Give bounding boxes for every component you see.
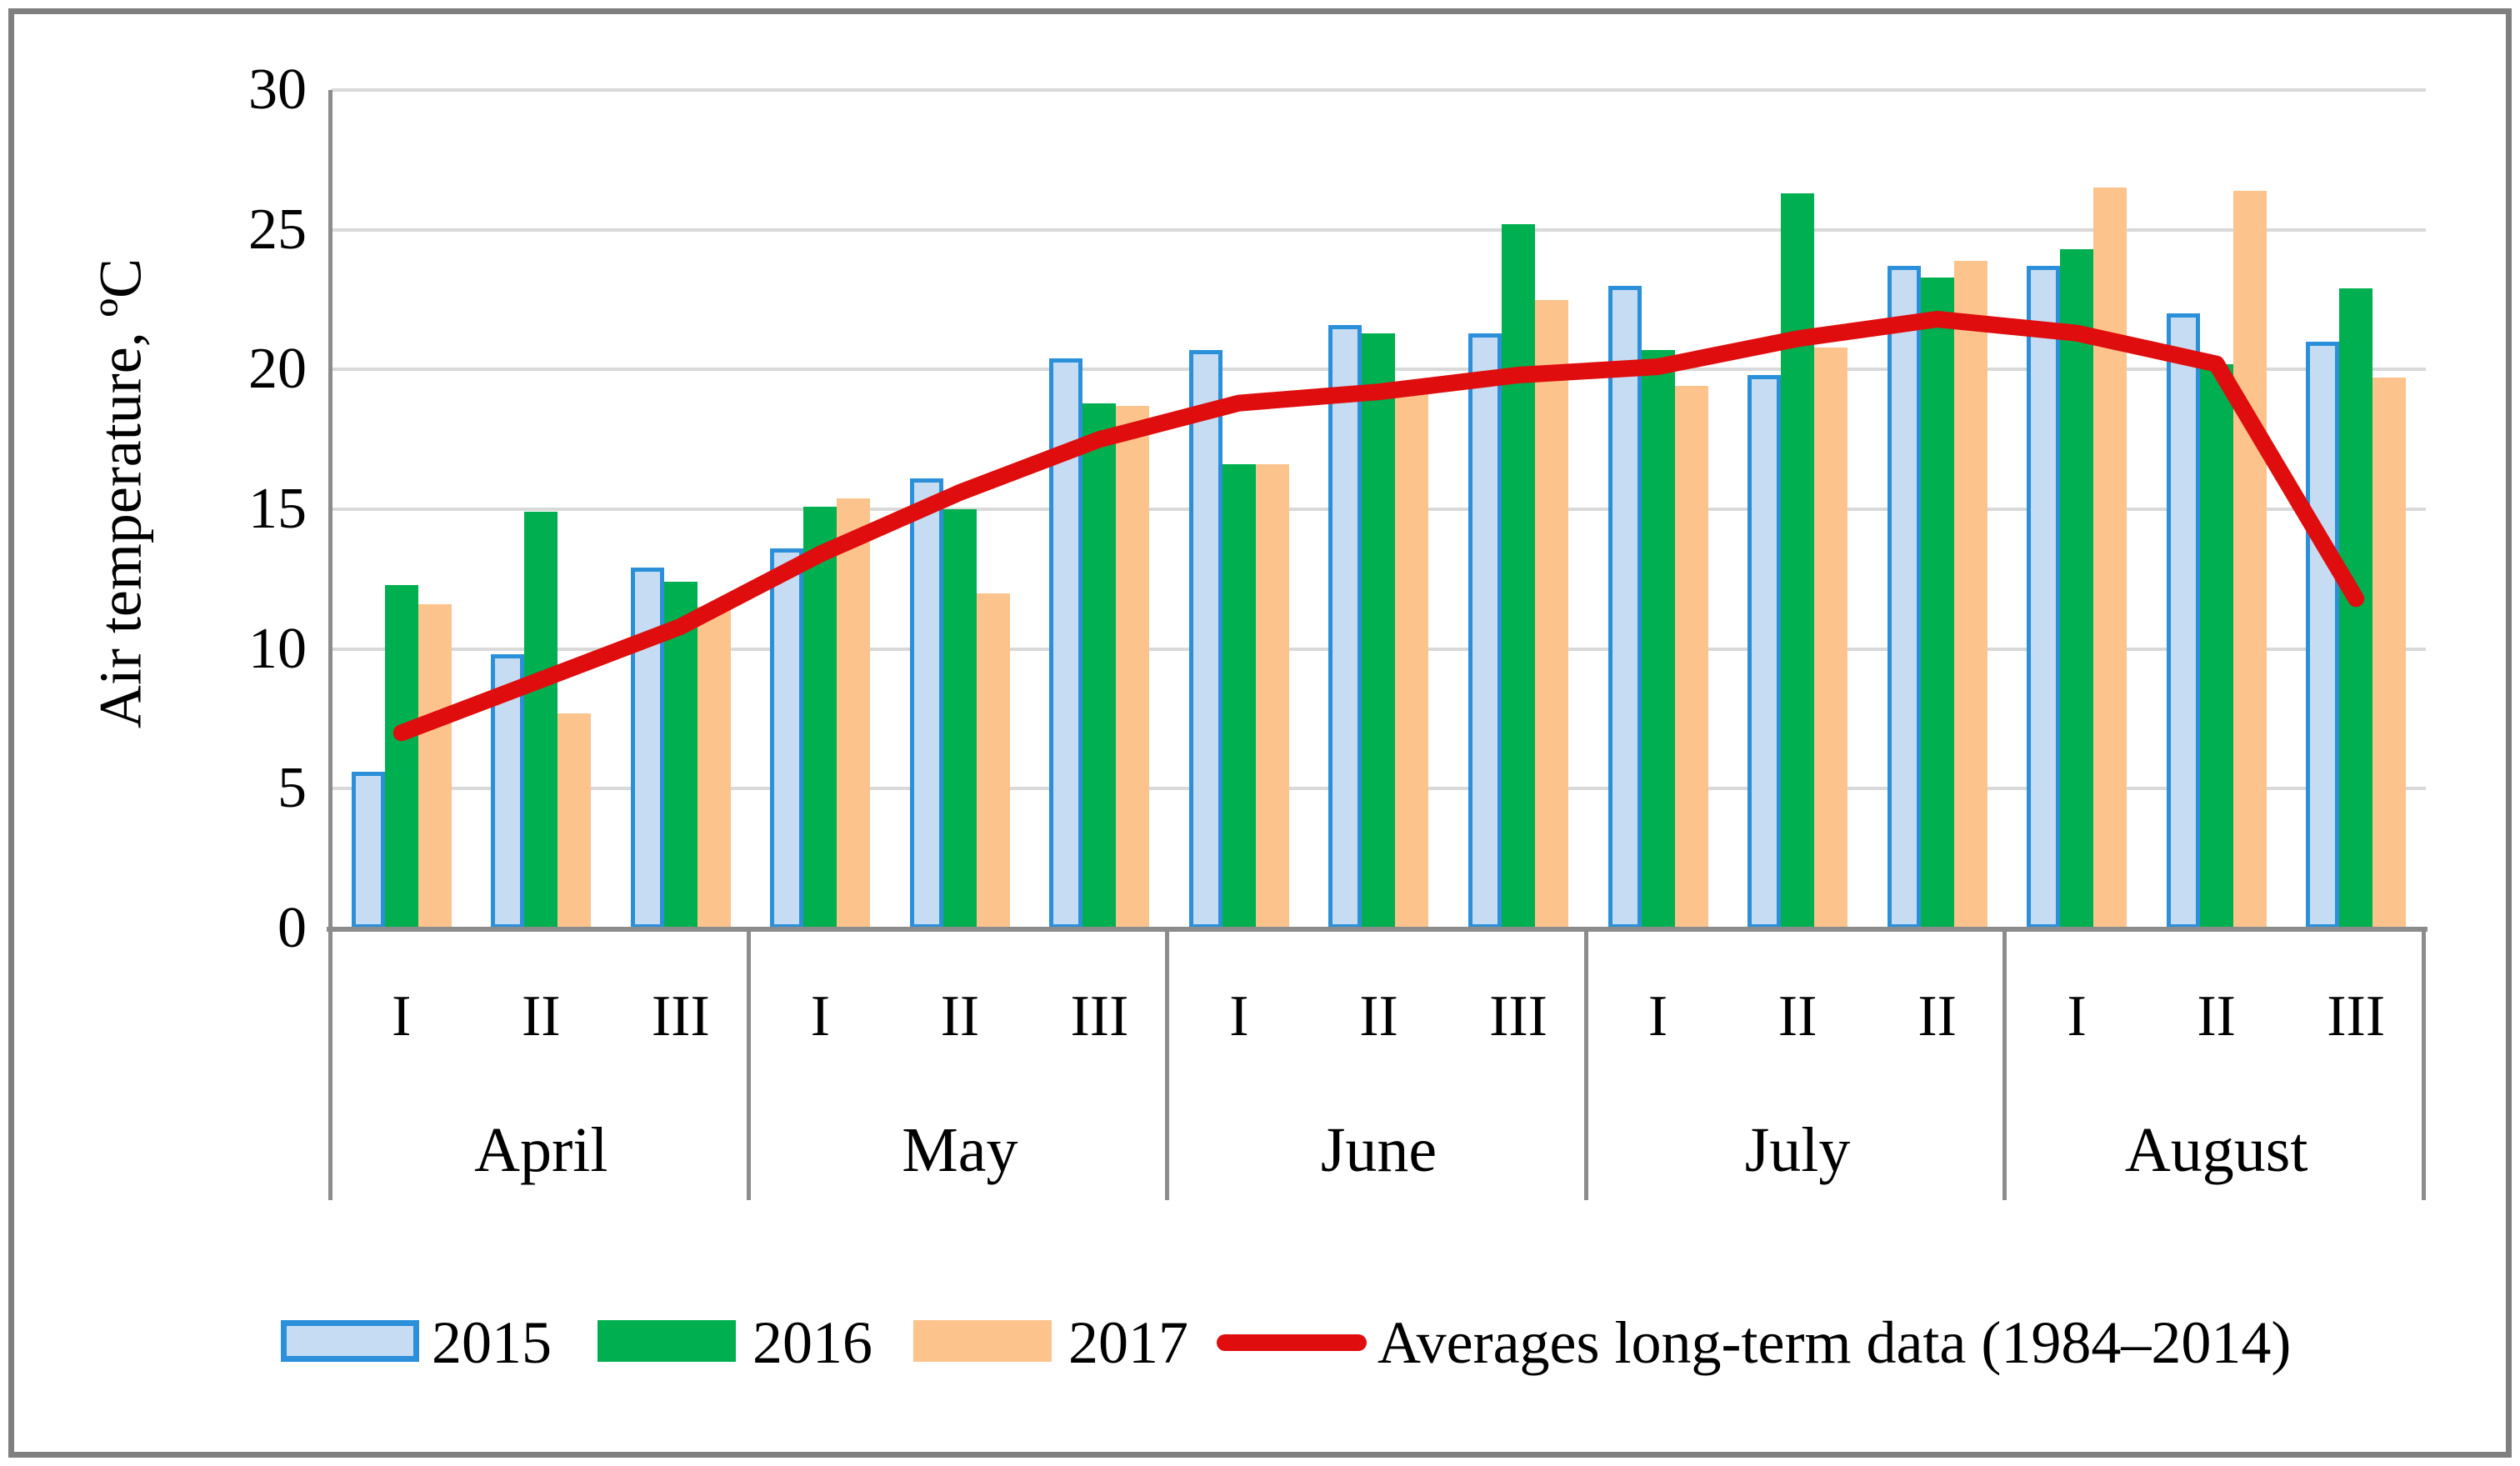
bar-2016-group8 — [1362, 333, 1396, 928]
bar-2016-group1 — [384, 584, 418, 928]
bar-2015-group8 — [1328, 324, 1362, 928]
bar-2017-group2 — [558, 713, 592, 928]
averages-line — [392, 311, 2365, 742]
bar-2016-group13 — [2060, 249, 2094, 928]
y-tick-0: 0 — [278, 896, 307, 960]
month-separator-5 — [2422, 928, 2426, 1200]
period-label-may-II: II — [940, 984, 980, 1048]
bar-2017-group4 — [837, 498, 871, 928]
period-label-may-I: I — [810, 984, 831, 1048]
period-label-april-III: III — [651, 984, 710, 1048]
bar-2015-group7 — [1188, 349, 1222, 928]
month-label-august: August — [2124, 1115, 2308, 1185]
bar-2017-group15 — [2372, 378, 2407, 928]
bar-2015-group15 — [2306, 341, 2340, 928]
bar-2017-group10 — [1674, 386, 1708, 928]
period-label-august-III: III — [2327, 984, 2386, 1048]
bar-2015-group5 — [909, 478, 943, 928]
bar-2016-group4 — [803, 506, 838, 928]
month-separator-3 — [1583, 928, 1588, 1200]
bar-2017-group9 — [1535, 299, 1569, 928]
plot-area — [332, 88, 2426, 928]
period-label-june-III: III — [1489, 984, 1548, 1048]
bar-2016-group12 — [1920, 277, 1954, 928]
bar-2016-group10 — [1641, 349, 1675, 928]
legend-swatch-averages-line — [1217, 1334, 1367, 1351]
bar-2016-group9 — [1502, 223, 1536, 928]
month-label-april: April — [474, 1115, 608, 1185]
month-separator-2 — [1165, 928, 1170, 1200]
legend-swatch-2017 — [913, 1320, 1052, 1362]
bar-2015-group9 — [1468, 333, 1502, 928]
y-axis-line — [328, 90, 332, 1200]
y-tick-30: 30 — [248, 58, 307, 122]
bar-2015-group4 — [770, 548, 804, 928]
period-label-june-I: I — [1229, 984, 1249, 1048]
bar-2016-group2 — [524, 512, 558, 928]
y-tick-20: 20 — [248, 337, 307, 402]
legend-label-2016: 2016 — [752, 1309, 872, 1376]
gridline-30 — [332, 88, 2426, 92]
legend-label-2017: 2017 — [1068, 1309, 1188, 1376]
period-label-june-II: II — [1359, 984, 1398, 1048]
bar-2016-group6 — [1082, 403, 1117, 928]
bar-2017-group7 — [1255, 464, 1289, 928]
bar-2015-group10 — [1608, 285, 1642, 928]
period-label-august-II: II — [2197, 984, 2236, 1048]
period-label-may-III: III — [1070, 984, 1129, 1048]
period-label-august-I: I — [2067, 984, 2087, 1048]
legend-swatch-2015 — [281, 1320, 419, 1362]
bar-2017-group13 — [2093, 188, 2128, 928]
month-separator-4 — [2002, 928, 2008, 1200]
bar-2017-group1 — [418, 604, 452, 928]
figure-border — [8, 8, 2512, 1458]
period-label-july-II: II — [1778, 984, 1818, 1048]
bar-2017-group12 — [1953, 260, 1988, 928]
period-label-july-II: II — [1918, 984, 1957, 1048]
month-label-may: May — [902, 1115, 1018, 1185]
period-label-april-II: II — [521, 984, 561, 1048]
bar-2015-group14 — [2166, 313, 2200, 928]
bar-2015-group12 — [1887, 266, 1921, 928]
x-axis-line — [327, 927, 2428, 932]
bar-2016-group14 — [2199, 363, 2233, 928]
bar-2015-group1 — [351, 772, 385, 928]
bar-2016-group15 — [2339, 288, 2373, 928]
y-tick-25: 25 — [248, 197, 307, 262]
period-label-july-I: I — [1648, 984, 1668, 1048]
bar-2016-group11 — [1781, 193, 1815, 928]
legend-label-averages-line: Averages long-term data (1984–2014) — [1378, 1309, 2292, 1376]
bar-2017-group8 — [1395, 392, 1429, 928]
month-label-july: July — [1744, 1115, 1851, 1185]
legend-swatch-2016 — [598, 1320, 736, 1362]
bar-2015-group13 — [2027, 266, 2061, 928]
period-label-april-I: I — [392, 984, 412, 1048]
y-tick-5: 5 — [278, 756, 307, 821]
bar-2017-group5 — [976, 593, 1010, 928]
bar-2016-group7 — [1222, 464, 1256, 928]
bar-2017-group11 — [1814, 347, 1848, 928]
bar-2017-group14 — [2232, 190, 2267, 928]
bar-2017-group3 — [697, 607, 731, 928]
legend-label-2015: 2015 — [432, 1309, 552, 1376]
bar-2016-group5 — [942, 509, 977, 928]
y-tick-15: 15 — [248, 477, 307, 541]
month-separator-1 — [746, 928, 751, 1200]
month-label-june: June — [1320, 1115, 1438, 1185]
y-tick-10: 10 — [248, 616, 307, 681]
gridline-25 — [332, 228, 2426, 232]
bar-2017-group6 — [1116, 405, 1150, 928]
bar-2015-group11 — [1748, 375, 1782, 928]
